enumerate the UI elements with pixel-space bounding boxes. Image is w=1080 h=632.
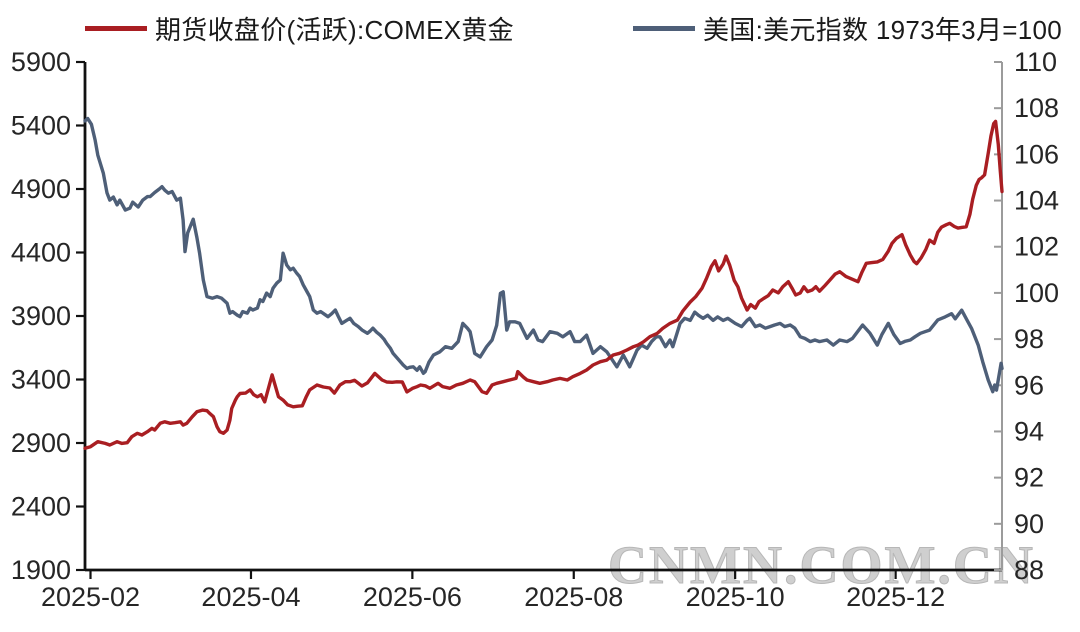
x-tick-label: 2025-10 bbox=[686, 582, 785, 612]
x-tick-label: 2025-06 bbox=[363, 582, 462, 612]
y-right-tick-label: 92 bbox=[1014, 463, 1044, 493]
y-left-tick-label: 5900 bbox=[11, 47, 71, 77]
watermark-text: CNMN.COM.CN bbox=[608, 535, 1035, 596]
y-left-tick-label: 3900 bbox=[11, 301, 71, 331]
y-right-tick-label: 94 bbox=[1014, 416, 1044, 446]
x-tick-label: 2025-02 bbox=[41, 582, 140, 612]
y-left-tick-label: 1900 bbox=[11, 555, 71, 585]
legend-label-dollar-index: 美国:美元指数 1973年3月=100 bbox=[703, 14, 1063, 45]
y-right-tick-label: 100 bbox=[1014, 278, 1059, 308]
gold-line-swatch bbox=[85, 25, 147, 31]
y-right-tick-label: 98 bbox=[1014, 324, 1044, 354]
y-right-tick-label: 88 bbox=[1014, 555, 1044, 585]
legend-item-dollar-index: 美国:美元指数 1973年3月=100 bbox=[633, 10, 1062, 46]
y-left-tick-label: 4900 bbox=[11, 174, 71, 204]
dollar-index-line bbox=[83, 116, 1004, 394]
x-tick-label: 2025-04 bbox=[201, 582, 300, 612]
y-left-tick-label: 3400 bbox=[11, 365, 71, 395]
legend-item-gold: 期货收盘价(活跃):COMEX黄金 bbox=[85, 10, 514, 46]
y-right-tick-label: 110 bbox=[1014, 47, 1057, 77]
legend-label-gold: 期货收盘价(活跃):COMEX黄金 bbox=[155, 14, 514, 45]
gold-price-line bbox=[83, 119, 1004, 450]
y-right-tick-label: 102 bbox=[1014, 232, 1059, 262]
y-left-tick-label: 2900 bbox=[11, 428, 71, 458]
x-tick-label: 2025-08 bbox=[524, 582, 623, 612]
y-right-tick-label: 106 bbox=[1014, 139, 1059, 169]
dollar-index-line-swatch bbox=[633, 25, 695, 31]
x-tick-label: 2025-12 bbox=[846, 582, 945, 612]
y-right-tick-label: 90 bbox=[1014, 509, 1044, 539]
y-left-tick-label: 5400 bbox=[11, 111, 71, 141]
y-right-tick-label: 104 bbox=[1014, 186, 1059, 216]
y-left-tick-label: 4400 bbox=[11, 238, 71, 268]
y-right-tick-label: 96 bbox=[1014, 370, 1044, 400]
y-left-tick-label: 2400 bbox=[11, 492, 71, 522]
y-right-tick-label: 108 bbox=[1014, 93, 1059, 123]
